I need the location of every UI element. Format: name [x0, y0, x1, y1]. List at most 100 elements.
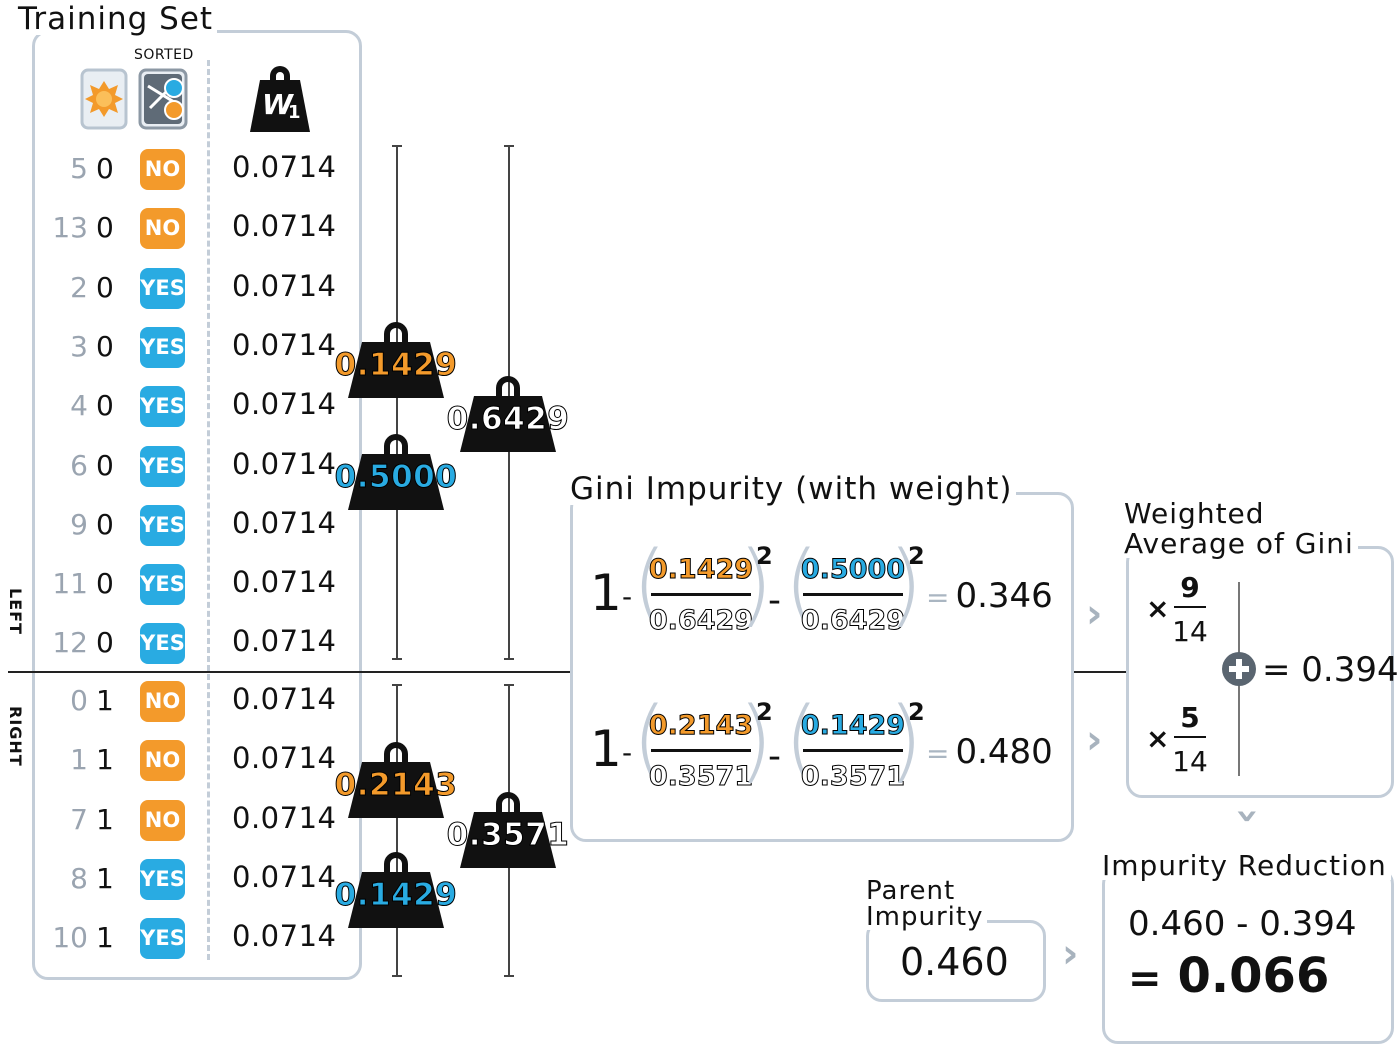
gini-right-paren-open-1: ( [632, 688, 668, 793]
row-index: 10 [52, 921, 88, 955]
table-row: 6 0 YES 0.0714 [44, 437, 344, 496]
row-label-badge: YES [140, 445, 185, 487]
row-label-badge: YES [140, 504, 185, 546]
gini-left-result: = 0.346 [926, 576, 1053, 616]
gini-left-equals: = [926, 581, 950, 614]
gini-right-minus-1: - [622, 736, 633, 769]
gini-left-bar1 [651, 593, 751, 596]
right-fraction-num: 5 [1180, 701, 1200, 734]
row-label-badge: YES [140, 386, 185, 428]
gini-right-result: = 0.480 [926, 732, 1053, 772]
table-row: 11 0 YES 0.0714 [44, 555, 344, 614]
axis-tick [392, 684, 402, 686]
row-index: 6 [70, 448, 88, 482]
impurity-reduction-title: Impurity Reduction [1102, 852, 1391, 880]
row-index: 7 [70, 802, 88, 836]
left-fraction-bar [1174, 606, 1206, 608]
gini-left-paren-open-1: ( [632, 532, 668, 637]
right-subset-axis-1 [396, 684, 398, 976]
row-label-badge: YES [140, 623, 185, 665]
table-row: 1 1 NO 0.0714 [44, 731, 344, 790]
row-label-badge: NO [140, 681, 185, 722]
row-index: 9 [70, 507, 88, 541]
sorted-label: SORTED [134, 47, 194, 63]
training-set-panel [32, 30, 362, 980]
row-weight: 0.0714 [232, 741, 337, 776]
gini-panel [570, 492, 1074, 842]
row-feature-value: 0 [96, 567, 114, 601]
table-row: 10 1 YES 0.0714 [44, 909, 344, 968]
row-label-badge: NO [140, 740, 185, 782]
row-label-badge: NO [140, 799, 185, 841]
axis-tick [504, 658, 514, 660]
gini-right-minus-2: - [768, 736, 781, 777]
row-weight: 0.0714 [232, 268, 337, 303]
row-feature-value: 1 [96, 921, 114, 955]
row-feature-value: 0 [96, 152, 114, 185]
table-row: 4 0 YES 0.0714 [44, 377, 344, 436]
row-feature-value: 0 [96, 626, 114, 660]
row-label-badge: YES [140, 564, 185, 606]
left-no-weight-label: 0.1429 [334, 347, 458, 383]
table-row: 7 1 NO 0.0714 [44, 791, 344, 850]
gini-left-den1: 0.6429 [648, 605, 754, 636]
row-index: 8 [70, 861, 88, 895]
row-index: 1 [70, 743, 88, 777]
gini-left-paren-close-2: ) [888, 532, 924, 637]
gini-right-one: 1 [590, 720, 622, 778]
row-label-badge: YES [140, 326, 185, 368]
gini-left-one: 1 [590, 564, 622, 622]
weighted-average-result: = 0.394 [1262, 650, 1399, 690]
gini-left-minus-2: - [768, 580, 781, 621]
gini-left-num2: 0.5000 [800, 554, 906, 585]
gini-right-exp1: 2 [756, 698, 773, 726]
right-fraction-bar [1174, 736, 1206, 738]
column-divider [207, 60, 210, 960]
row-index: 11 [52, 567, 88, 601]
right-yes-weight-icon: 0.1429 [334, 850, 457, 930]
left-fraction-num: 9 [1180, 571, 1200, 604]
gini-right-den2: 0.3571 [800, 761, 906, 792]
row-weight: 0.0714 [232, 209, 337, 244]
gini-right-paren-open-2: ( [784, 688, 820, 793]
row-label-badge: NO [140, 149, 185, 190]
row-feature-value: 1 [96, 802, 114, 836]
left-fraction-den: 14 [1172, 615, 1208, 648]
gini-left-result-value: 0.346 [955, 576, 1053, 616]
gini-right-paren-close-2: ) [888, 688, 924, 793]
gini-right-bar1 [651, 749, 751, 752]
table-row: 3 0 YES 0.0714 [44, 318, 344, 377]
gini-right-chevron-icon: › [1086, 717, 1103, 763]
plus-circle-icon [1220, 650, 1258, 688]
impurity-reduction-equals: = [1128, 956, 1162, 1002]
row-feature-value: 0 [96, 329, 114, 363]
axis-tick [392, 145, 402, 147]
gini-left-paren-open-2: ( [784, 532, 820, 637]
row-index: 13 [52, 211, 88, 245]
sorted-target-icon [138, 68, 188, 130]
table-row: 9 0 YES 0.0714 [44, 496, 344, 555]
right-total-weight-label: 0.3571 [446, 817, 570, 853]
table-row: 2 0 YES 0.0714 [44, 259, 344, 318]
down-chevron-icon: › [1225, 807, 1272, 825]
row-feature-value: 0 [96, 270, 114, 304]
table-row: 5 0 NO 0.0714 [44, 140, 344, 199]
right-fraction-den: 14 [1172, 745, 1208, 778]
axis-tick [504, 975, 514, 977]
gini-left-minus-1: - [622, 580, 633, 613]
gini-right-equals: = [926, 737, 950, 770]
weight-bag-letter: W [262, 88, 293, 121]
row-label-badge: YES [140, 858, 185, 900]
gini-right-num1: 0.2143 [648, 710, 754, 741]
left-total-weight-icon: 0.6429 [446, 374, 569, 454]
row-index: 3 [70, 329, 88, 363]
gini-left-exp2: 2 [908, 542, 925, 570]
gini-left-num1: 0.1429 [648, 554, 754, 585]
row-label-badge: NO [140, 208, 185, 250]
row-feature-value: 1 [96, 684, 114, 717]
left-subset-axis-1 [396, 145, 398, 660]
right-no-weight-label: 0.2143 [334, 767, 458, 803]
parent-impurity-title-2: Impurity [866, 904, 988, 930]
weighted-average-title-1: Weighted [1124, 497, 1265, 530]
gini-left-exp1: 2 [756, 542, 773, 570]
